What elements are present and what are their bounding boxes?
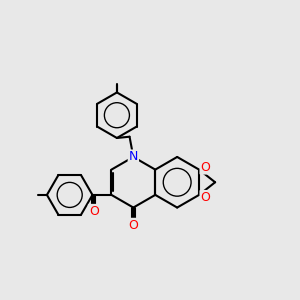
Text: O: O (89, 205, 99, 218)
Text: O: O (128, 219, 138, 232)
Text: N: N (129, 151, 138, 164)
Text: O: O (200, 160, 210, 174)
Text: O: O (200, 191, 210, 204)
